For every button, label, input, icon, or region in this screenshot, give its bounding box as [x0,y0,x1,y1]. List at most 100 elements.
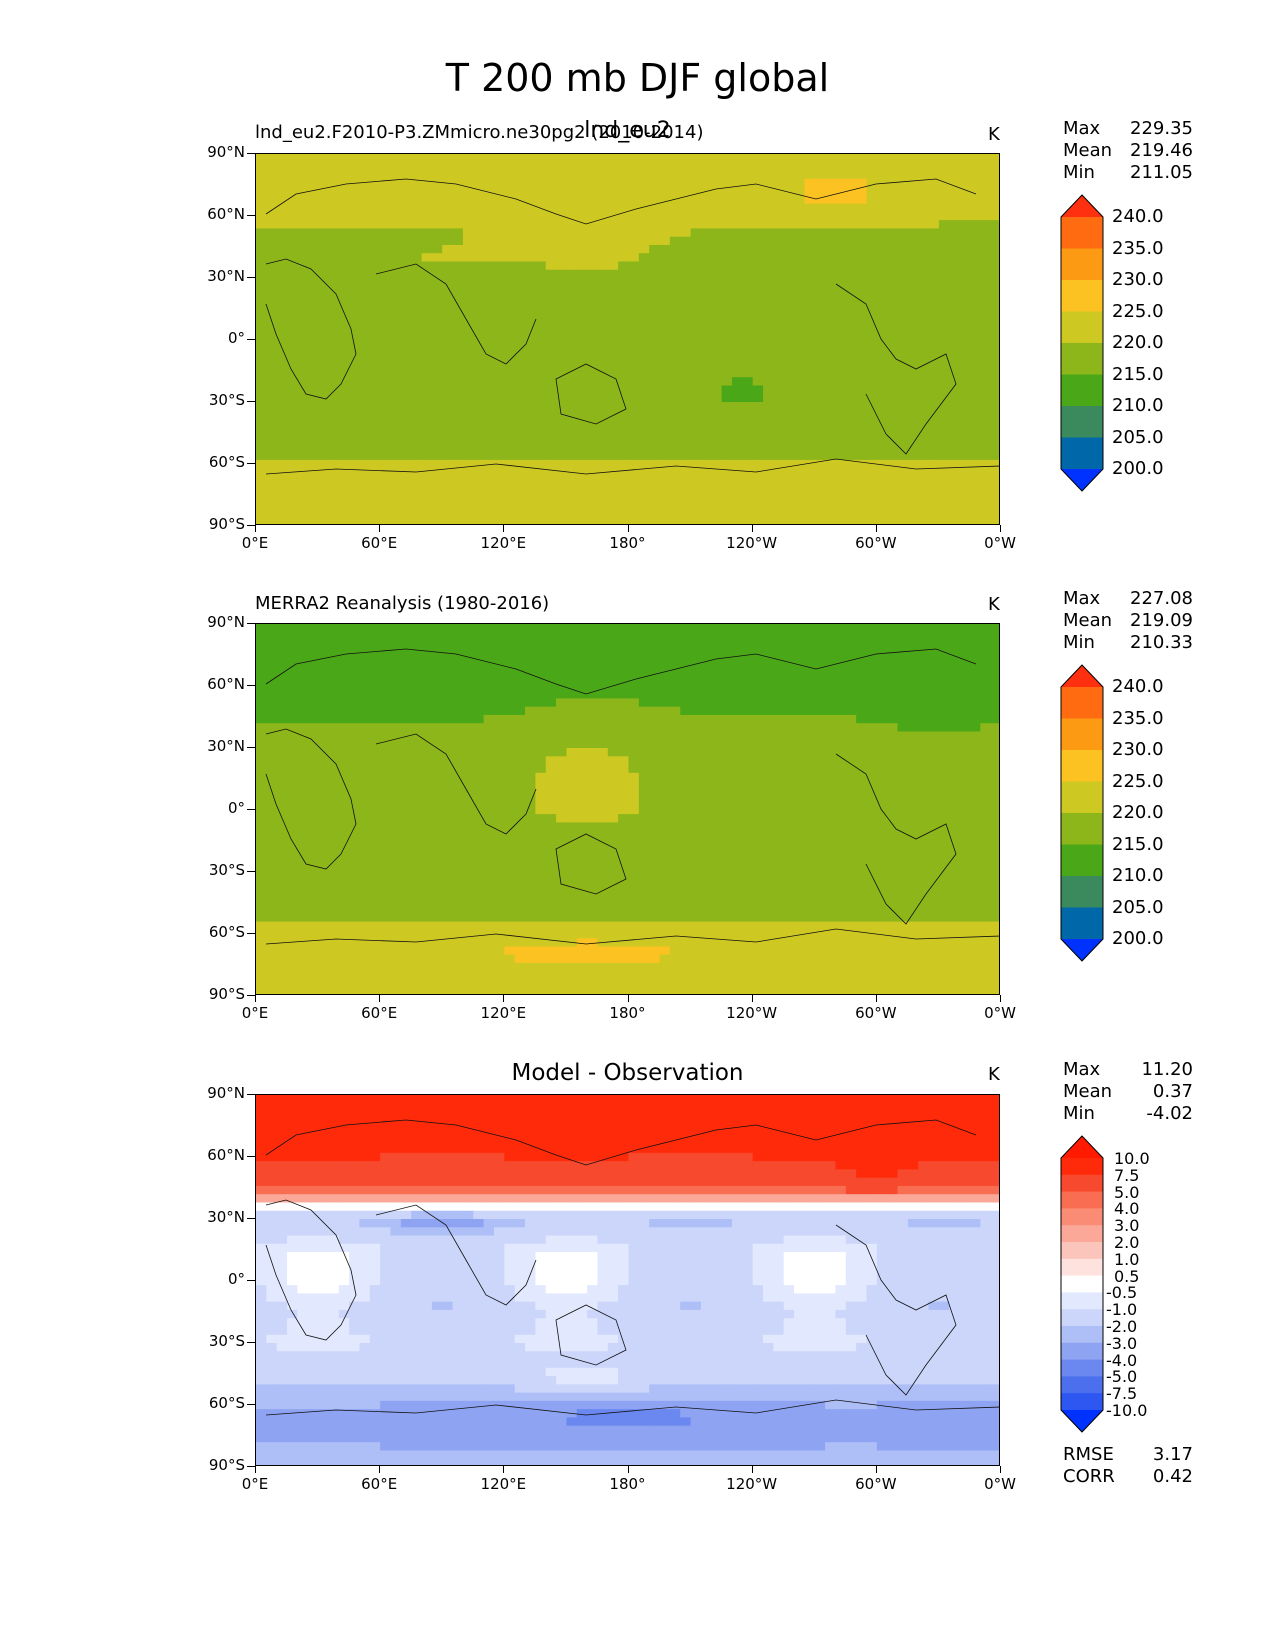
field-cell [266,443,278,453]
field-cell [307,195,319,205]
field-cell [493,789,505,799]
field-cell [400,327,412,337]
field-cell [328,772,340,782]
field-cell [897,517,909,524]
field-cell [669,327,681,337]
field-cell [866,673,878,683]
field-cell [700,509,712,519]
field-cell [390,278,402,287]
field-cell [845,739,857,749]
field-cell [545,344,557,353]
field-cell [318,748,330,757]
field-cell [514,311,526,320]
field-cell [380,459,392,469]
field-cell [266,426,278,436]
field-cell [887,377,899,387]
field-cell [856,261,868,271]
field-cell [659,203,671,213]
field-cell [794,344,806,353]
units-label: K [988,124,1000,145]
field-cell [452,319,464,329]
field-cell [928,698,940,708]
field-cell [442,360,454,370]
field-cell [318,228,330,238]
field-cell [535,484,547,494]
field-cell [680,203,692,213]
field-cell [907,236,919,246]
field-cell [876,681,888,691]
field-cell [980,657,992,666]
field-cell [442,352,454,362]
field-cell [628,492,640,502]
field-cell [576,632,588,642]
field-cell [959,632,971,642]
field-cell [483,723,495,733]
field-cell [318,673,330,683]
field-cell [390,476,402,486]
field-cell [545,690,557,699]
field-cell [587,492,599,502]
field-cell [318,319,330,329]
field-cell [483,764,495,774]
field-cell [576,187,588,196]
field-cell [328,517,340,524]
field-cell [700,723,712,733]
field-cell [763,723,774,733]
field-cell [773,451,785,461]
field-cell [607,789,619,799]
field-cell [359,278,371,287]
field-cell [411,195,423,205]
field-cell [514,385,526,395]
field-cell [535,244,547,254]
field-cell [659,154,671,163]
field-cell [504,690,516,699]
field-cell [649,311,661,320]
field-cell [856,814,868,823]
field-cell [928,170,940,180]
field-cell [876,302,888,312]
field-cell [587,632,599,642]
field-cell [359,748,371,757]
field-cell [359,690,371,699]
field-cell [866,162,878,172]
field-cell [307,814,319,823]
field-cell [949,302,961,312]
field-cell [525,410,536,420]
field-cell [307,170,319,180]
field-cell [462,286,474,296]
field-cell [514,195,526,205]
field-cell [659,418,671,428]
field-cell [369,797,381,807]
field-cell [369,673,381,683]
field-cell [328,435,340,444]
field-cell [680,443,692,453]
field-cell [856,640,868,650]
field-cell [535,344,547,353]
field-cell [359,624,371,633]
field-cell [483,220,495,229]
field-cell [411,509,423,519]
field-cell [990,681,999,691]
field-cell [287,459,298,469]
field-cell [597,764,609,774]
field-cell [359,319,371,329]
field-cell [504,220,516,229]
field-cell [959,426,971,436]
field-cell [380,402,392,411]
field-cell [918,459,930,469]
field-cell [887,665,899,675]
field-cell [752,443,764,453]
field-cell [400,789,412,799]
field-cell [969,286,981,296]
field-cell [514,451,526,461]
field-cell [338,714,350,724]
field-cell [462,385,474,395]
field-cell [256,302,267,312]
field-cell [576,814,588,823]
field-cell [359,468,371,477]
field-cell [473,435,485,444]
field-cell [607,435,619,444]
field-cell [773,468,785,477]
field-cell [618,393,630,403]
field-cell [938,286,950,296]
